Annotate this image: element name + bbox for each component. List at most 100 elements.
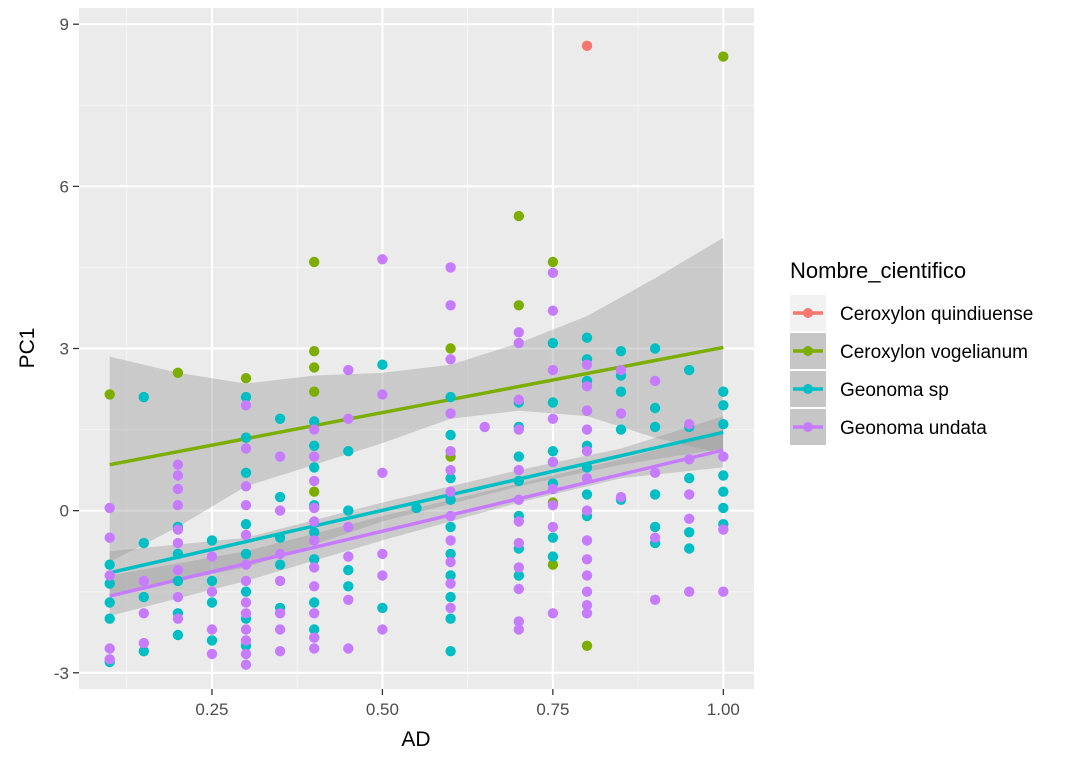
- legend-key-point: [803, 308, 813, 318]
- point-geonoma-undata: [615, 408, 627, 419]
- point-geonoma-undata: [274, 646, 286, 657]
- point-geonoma-undata: [343, 413, 354, 424]
- point-geonoma-sp: [718, 400, 729, 411]
- point-geonoma-sp: [684, 473, 695, 484]
- point-geonoma-undata: [684, 513, 695, 524]
- point-ceroxylon-vogelianum: [309, 362, 320, 373]
- y-tick-label: 0: [60, 502, 69, 521]
- point-geonoma-sp: [309, 597, 320, 608]
- point-geonoma-undata: [513, 583, 524, 595]
- point-geonoma-sp: [343, 446, 354, 457]
- point-geonoma-undata: [138, 637, 149, 649]
- x-tick-labels: 0.25 0.50 0.75 1.00: [195, 700, 739, 719]
- point-geonoma-undata: [547, 364, 559, 376]
- point-geonoma-undata: [104, 532, 115, 543]
- point-geonoma-undata: [309, 475, 320, 487]
- point-ceroxylon-vogelianum: [513, 210, 524, 222]
- point-geonoma-undata: [309, 516, 320, 527]
- point-geonoma-undata: [104, 654, 115, 665]
- point-geonoma-sp: [513, 570, 524, 581]
- point-geonoma-undata: [718, 524, 729, 535]
- point-geonoma-undata: [240, 559, 252, 570]
- point-geonoma-sp: [445, 494, 456, 505]
- point-geonoma-sp: [445, 391, 456, 403]
- point-geonoma-sp: [104, 578, 115, 589]
- point-ceroxylon-vogelianum: [240, 373, 252, 384]
- point-geonoma-undata: [206, 624, 218, 635]
- point-geonoma-sp: [172, 629, 184, 641]
- point-geonoma-undata: [615, 364, 627, 376]
- point-geonoma-undata: [581, 405, 593, 416]
- point-geonoma-undata: [343, 551, 354, 562]
- point-geonoma-undata: [445, 408, 456, 419]
- point-geonoma-sp: [513, 475, 524, 487]
- point-geonoma-undata: [377, 570, 388, 581]
- point-geonoma-undata: [547, 456, 559, 468]
- point-geonoma-undata: [649, 467, 661, 478]
- point-geonoma-sp: [547, 551, 559, 562]
- point-ceroxylon-vogelianum: [309, 256, 320, 268]
- point-geonoma-sp: [240, 548, 252, 560]
- point-geonoma-sp: [718, 502, 729, 514]
- point-geonoma-sp: [309, 624, 320, 635]
- point-geonoma-undata: [172, 524, 184, 535]
- point-geonoma-sp: [615, 346, 627, 357]
- point-geonoma-sp: [138, 591, 149, 603]
- point-geonoma-undata: [274, 608, 286, 619]
- point-geonoma-undata: [513, 394, 524, 405]
- point-geonoma-sp: [445, 646, 456, 657]
- point-geonoma-undata: [274, 451, 286, 462]
- point-geonoma-sp: [309, 440, 320, 451]
- x-tick-label: 0.50: [366, 700, 399, 719]
- point-geonoma-undata: [172, 613, 184, 624]
- x-tick-label: 0.75: [536, 700, 569, 719]
- point-geonoma-undata: [513, 327, 524, 338]
- point-geonoma-undata: [309, 424, 320, 435]
- legend-key-point: [803, 384, 813, 394]
- point-geonoma-sp: [615, 424, 627, 435]
- point-geonoma-undata: [309, 451, 320, 462]
- point-geonoma-undata: [240, 481, 252, 492]
- point-geonoma-sp: [240, 391, 252, 403]
- y-axis-title: PC1: [16, 328, 39, 369]
- data-points: [104, 40, 729, 670]
- point-ceroxylon-quindiuense: [581, 40, 593, 51]
- point-geonoma-undata: [581, 554, 593, 565]
- point-geonoma-sp: [615, 386, 627, 397]
- y-tick-labels: -3 0 3 6 9: [54, 15, 69, 683]
- point-geonoma-undata: [240, 659, 252, 670]
- point-geonoma-undata: [240, 529, 252, 541]
- fit-line-geonoma-sp: [109, 430, 724, 575]
- point-geonoma-undata: [718, 451, 729, 462]
- point-geonoma-undata: [240, 635, 252, 646]
- point-geonoma-undata: [172, 459, 184, 470]
- legend-entry-ceroxylon-vogelianum: Ceroxylon vogelianum: [790, 333, 1028, 369]
- point-ceroxylon-vogelianum: [104, 389, 115, 400]
- legend-entry-geonoma-sp: Geonoma sp: [790, 371, 949, 407]
- point-ceroxylon-vogelianum: [445, 343, 456, 354]
- legend-label: Ceroxylon quindiuense: [840, 304, 1033, 325]
- point-geonoma-sp: [445, 613, 456, 624]
- point-geonoma-undata: [138, 575, 149, 587]
- point-geonoma-sp: [104, 613, 115, 624]
- x-tick-label: 0.25: [195, 700, 228, 719]
- point-ceroxylon-vogelianum: [718, 51, 729, 62]
- point-geonoma-undata: [581, 535, 593, 546]
- point-geonoma-undata: [377, 254, 388, 265]
- point-geonoma-undata: [581, 424, 593, 435]
- point-geonoma-undata: [240, 608, 252, 619]
- point-geonoma-undata: [172, 483, 184, 495]
- point-geonoma-undata: [684, 586, 695, 597]
- legend-entry-geonoma-undata: Geonoma undata: [790, 409, 987, 445]
- point-geonoma-sp: [445, 473, 456, 484]
- point-geonoma-sp: [581, 489, 593, 500]
- point-geonoma-undata: [445, 446, 456, 457]
- point-geonoma-sp: [649, 521, 661, 533]
- point-geonoma-sp: [649, 489, 661, 500]
- point-geonoma-undata: [206, 551, 218, 562]
- point-geonoma-undata: [104, 502, 115, 514]
- point-geonoma-sp: [445, 591, 456, 603]
- point-geonoma-sp: [411, 502, 422, 514]
- point-geonoma-undata: [172, 470, 184, 481]
